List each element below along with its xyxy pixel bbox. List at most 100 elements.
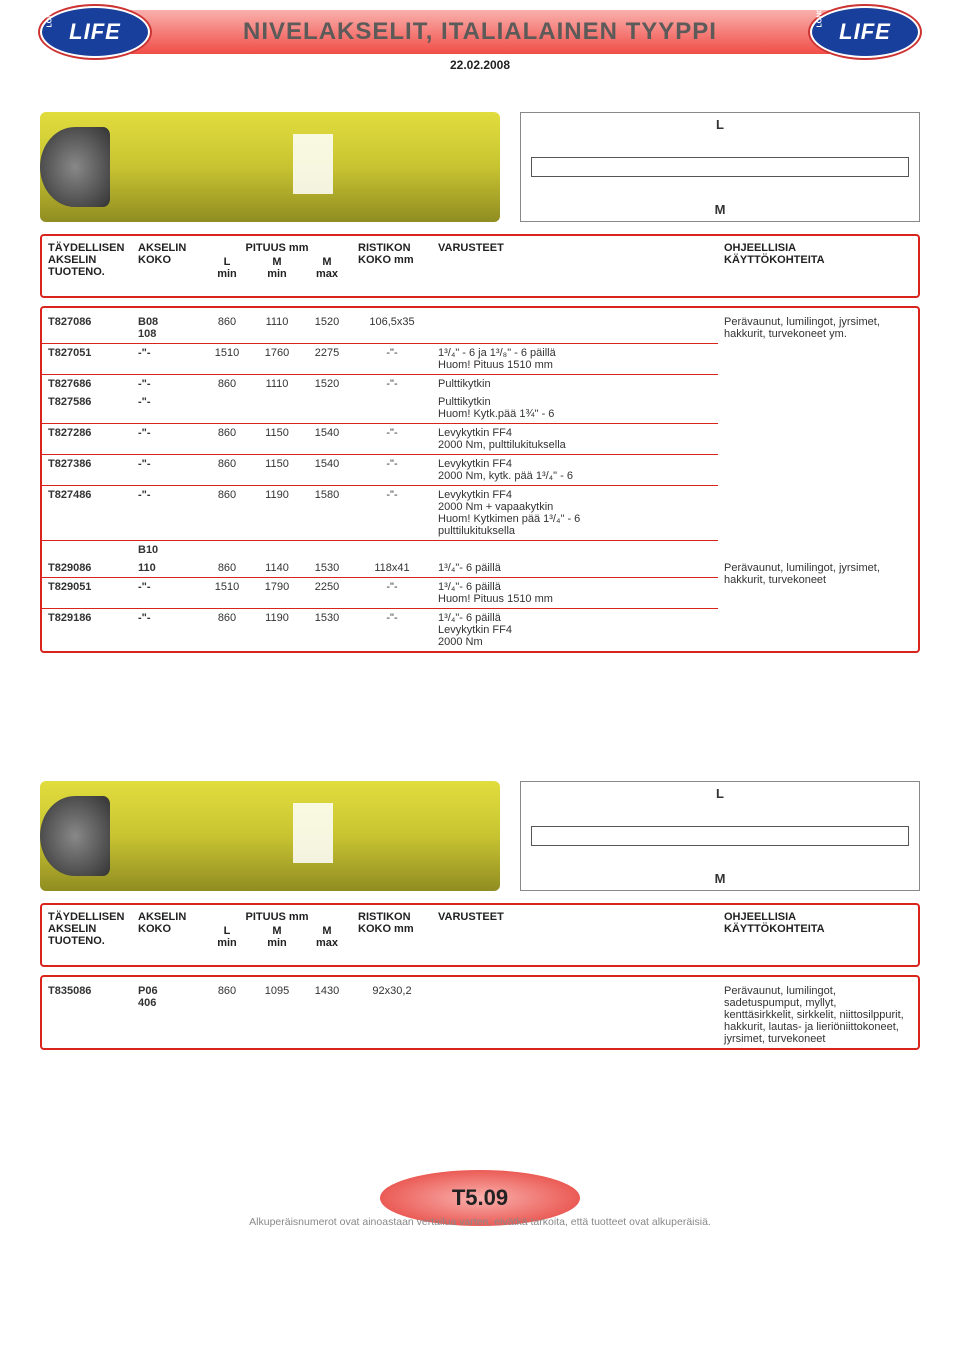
col-varusteet-2: VARUSTEET <box>432 905 718 965</box>
cell-tuoteno: T829186 <box>42 609 132 652</box>
cell-Mmin: 1190 <box>252 609 302 652</box>
cell-Mmin: 1110 <box>252 375 302 394</box>
product-photo-2 <box>40 781 500 891</box>
cell-ristikon: -"- <box>352 609 432 652</box>
cell-koko: -"- <box>132 578 202 609</box>
col-tuoteno: TÄYDELLISEN AKSELIN TUOTENO. <box>42 236 132 296</box>
cell-tuoteno: T827086 <box>42 308 132 344</box>
cell-ristikon <box>352 393 432 424</box>
cell-tuoteno <box>42 541 132 560</box>
cell-var: Levykytkin FF4 2000 Nm + vapaakytkin Huo… <box>432 486 718 541</box>
table2-body: T835086P06 4068601095143092x30,2Perävaun… <box>42 977 918 1048</box>
cell-Mmin <box>252 541 302 560</box>
cell-ristikon: -"- <box>352 344 432 375</box>
cell-Mmin: 1790 <box>252 578 302 609</box>
cell-Mmax: 1540 <box>302 455 352 486</box>
cell-ristikon: 118x41 <box>352 559 432 578</box>
logo-text-left: LIFE <box>69 19 121 45</box>
cell-L: 860 <box>202 424 252 455</box>
cell-Mmin <box>252 393 302 424</box>
cell-var: 1³/₄"- 6 päillä Levykytkin FF4 2000 Nm <box>432 609 718 652</box>
dim-label-M: M <box>715 202 726 217</box>
table2-body-wrap: T835086P06 4068601095143092x30,2Perävaun… <box>40 975 920 1050</box>
table2-header: TÄYDELLISEN AKSELIN TUOTENO. AKSELIN KOK… <box>42 905 918 965</box>
col-Mmax: M max <box>302 256 352 296</box>
cell-var: Pulttikytkin <box>432 375 718 394</box>
cell-var: 1³/₄"- 6 päillä <box>432 559 718 578</box>
cell-tuoteno: T829086 <box>42 559 132 578</box>
table1-body: T827086B08 10886011101520106,5x35Perävau… <box>42 308 918 651</box>
cell-tuoteno: T827286 <box>42 424 132 455</box>
product-photo-1 <box>40 112 500 222</box>
col-varusteet: VARUSTEET <box>432 236 718 296</box>
cell-Mmin: 1190 <box>252 486 302 541</box>
logo-text-right: LIFE <box>839 19 891 45</box>
cell-Mmax: 1430 <box>302 977 352 1048</box>
cell-tuoteno: T827486 <box>42 486 132 541</box>
cell-Mmin: 1150 <box>252 455 302 486</box>
cell-koko: -"- <box>132 344 202 375</box>
cell-L <box>202 541 252 560</box>
document-date: 22.02.2008 <box>40 58 920 72</box>
cell-var: 1³/₄" - 6 ja 1³/₈" - 6 päillä Huom! Pitu… <box>432 344 718 375</box>
cell-L: 860 <box>202 486 252 541</box>
cell-ristikon: -"- <box>352 486 432 541</box>
dim-label-L: L <box>716 117 724 132</box>
table1-header-wrap: TÄYDELLISEN AKSELIN TUOTENO. AKSELIN KOK… <box>40 234 920 298</box>
cell-koko: B08 108 <box>132 308 202 344</box>
cell-L: 860 <box>202 375 252 394</box>
col-Mmin: M min <box>252 256 302 296</box>
cell-ristikon: -"- <box>352 424 432 455</box>
cell-Mmax: 1520 <box>302 375 352 394</box>
product-diagram-2: L M <box>520 781 920 891</box>
cell-tuoteno: T827686 <box>42 375 132 394</box>
col-ristikon: RISTIKON KOKO mm <box>352 236 432 296</box>
cell-L: 860 <box>202 455 252 486</box>
cell-var: 1³/₄"- 6 päillä Huom! Pituus 1510 mm <box>432 578 718 609</box>
col-koko-2: AKSELIN KOKO <box>132 905 202 965</box>
table1-header: TÄYDELLISEN AKSELIN TUOTENO. AKSELIN KOK… <box>42 236 918 296</box>
cell-Mmax: 1520 <box>302 308 352 344</box>
cell-var: Pulttikytkin Huom! Kytk.pää 1¾" - 6 <box>432 393 718 424</box>
cell-ristikon: 92x30,2 <box>352 977 432 1048</box>
cell-ristikon: -"- <box>352 455 432 486</box>
table-row: T827086B08 10886011101520106,5x35Perävau… <box>42 308 918 344</box>
cell-L: 860 <box>202 308 252 344</box>
cell-ristikon: -"- <box>352 375 432 394</box>
table-row: T82908611086011401530118x411³/₄"- 6 päil… <box>42 559 918 578</box>
dim-label-M-2: M <box>715 871 726 886</box>
cell-Mmax: 1530 <box>302 609 352 652</box>
table2-header-wrap: TÄYDELLISEN AKSELIN TUOTENO. AKSELIN KOK… <box>40 903 920 967</box>
cell-L: 860 <box>202 559 252 578</box>
logo-badge-right: LONG LIFE <box>810 6 920 58</box>
col-ohjeellisia-2: OHJEELLISIA KÄYTTÖKOHTEITA <box>718 905 918 965</box>
cell-koko: P06 406 <box>132 977 202 1048</box>
col-L: L min <box>202 256 252 296</box>
cell-tuoteno: T827051 <box>42 344 132 375</box>
cell-L: 860 <box>202 977 252 1048</box>
cell-tuoteno: T827586 <box>42 393 132 424</box>
dim-label-L-2: L <box>716 786 724 801</box>
col-pituus-group-2: PITUUS mm <box>202 905 352 925</box>
cell-Mmin: 1760 <box>252 344 302 375</box>
cell-tuoteno: T835086 <box>42 977 132 1048</box>
cell-Mmax <box>302 541 352 560</box>
cell-koko: -"- <box>132 609 202 652</box>
col-ristikon-2: RISTIKON KOKO mm <box>352 905 432 965</box>
logo-sub-right: LONG <box>817 7 824 27</box>
cell-ristikon: 106,5x35 <box>352 308 432 344</box>
cell-L: 1510 <box>202 344 252 375</box>
product-row-1: L M <box>40 112 920 222</box>
cell-Mmin: 1095 <box>252 977 302 1048</box>
col-koko: AKSELIN KOKO <box>132 236 202 296</box>
product-row-2: L M <box>40 781 920 891</box>
logo-badge-left: LONG LIFE <box>40 6 150 58</box>
cell-koko: -"- <box>132 455 202 486</box>
footer-note: Alkuperäisnumerot ovat ainoastaan vertai… <box>40 1216 920 1228</box>
cell-Mmin: 1110 <box>252 308 302 344</box>
col-tuoteno-2: TÄYDELLISEN AKSELIN TUOTENO. <box>42 905 132 965</box>
table1-body-wrap: T827086B08 10886011101520106,5x35Perävau… <box>40 306 920 653</box>
cell-L: 860 <box>202 609 252 652</box>
cell-Mmax: 1540 <box>302 424 352 455</box>
cell-ristikon <box>352 541 432 560</box>
